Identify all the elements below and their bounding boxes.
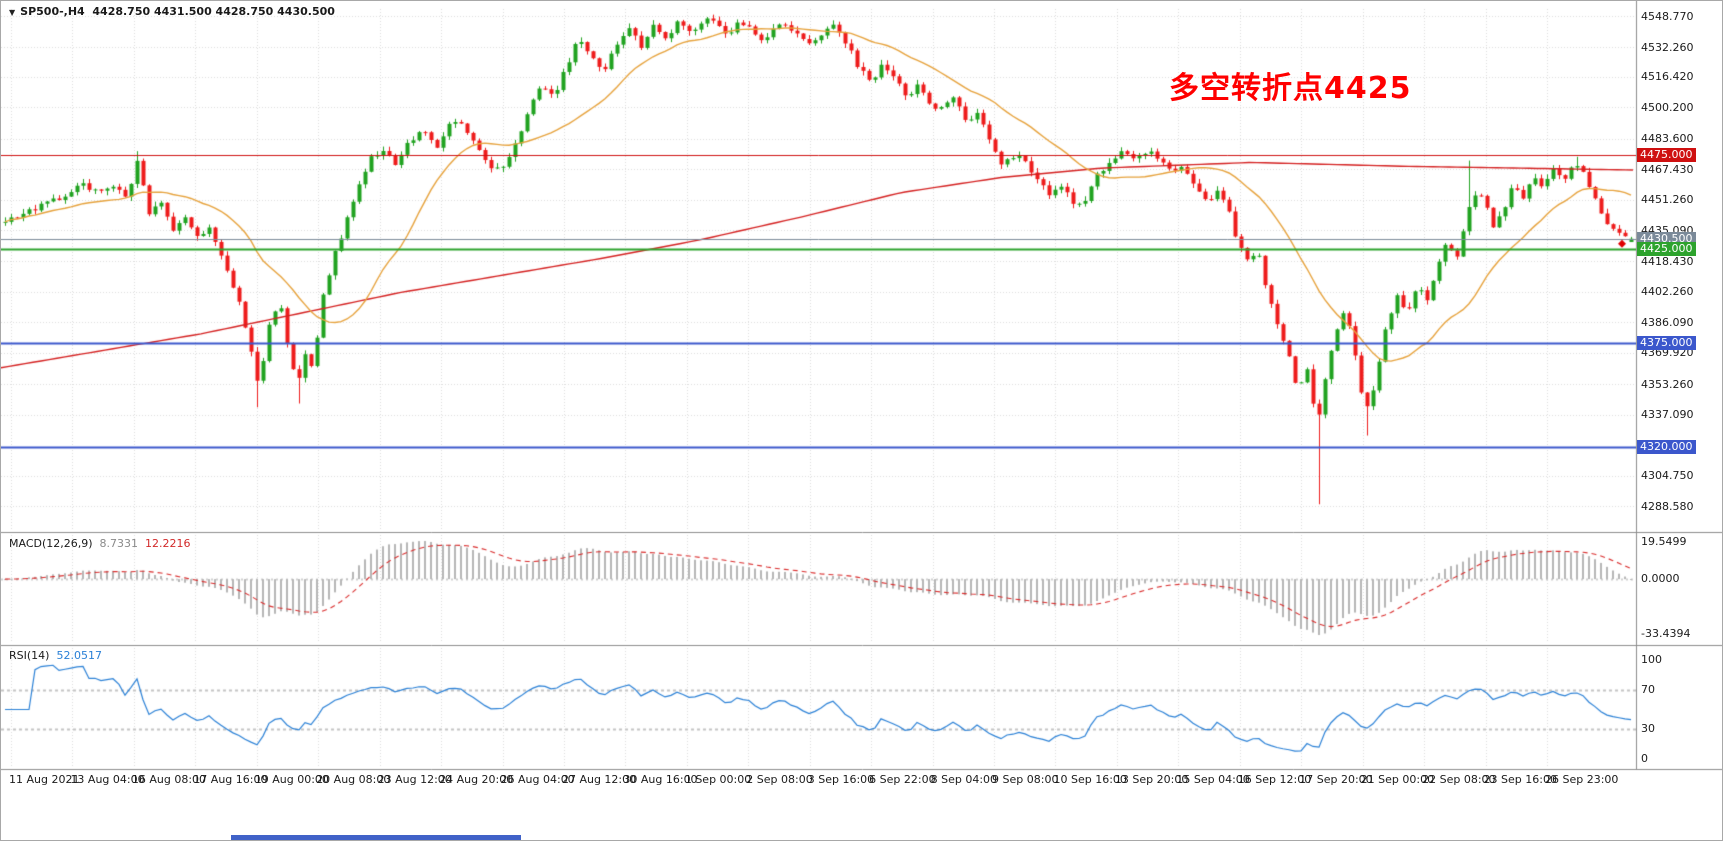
trading-chart-window: { "title": { "dropdown_icon": "▼", "symb… bbox=[0, 0, 1723, 841]
chart-canvas[interactable] bbox=[1, 1, 1722, 840]
